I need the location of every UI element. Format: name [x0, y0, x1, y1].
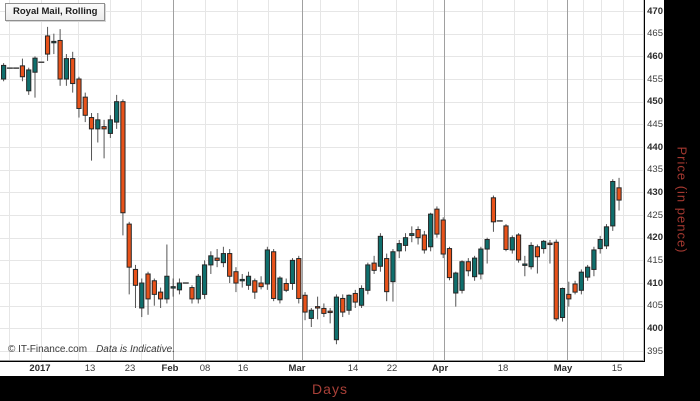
time-tick-label: May [553, 363, 573, 374]
time-tick-label: Apr [431, 363, 449, 374]
price-tick-label: 400 [647, 322, 663, 334]
time-axis[interactable]: 2017 13 23 Feb 08 16 Mar 14 22 Apr 18 May 15 [0, 362, 664, 376]
price-tick-label: 395 [647, 345, 663, 357]
time-tick-label: 23 [124, 363, 136, 374]
price-tick-label: 430 [647, 186, 663, 198]
price-tick-label: 420 [647, 232, 663, 244]
price-tick-label: 410 [647, 277, 663, 289]
price-axis[interactable]: 470 465 460 455 450 445 440 435 430 425 420 415 410 4… [645, 0, 664, 376]
price-tick-label: 435 [647, 164, 663, 176]
price-tick-label: 445 [647, 118, 663, 130]
indicative-note: Data is Indicative. [96, 344, 175, 355]
time-axis-title: Days [312, 380, 348, 397]
price-tick-label: 405 [647, 300, 663, 312]
time-tick-label: 22 [386, 363, 398, 374]
price-axis-title-band: Price (in pence) [664, 0, 700, 401]
price-tick-label: 470 [647, 5, 663, 17]
price-tick-label: 440 [647, 141, 663, 153]
price-tick-label: 465 [647, 28, 663, 40]
time-tick-label: 15 [611, 363, 623, 374]
time-tick-label: Feb [161, 363, 179, 374]
candlestick-chart [0, 0, 643, 360]
instrument-title-box[interactable]: Royal Mail, Rolling [5, 3, 106, 21]
time-tick-label: 08 [199, 363, 211, 374]
price-tick-label: 460 [647, 50, 663, 62]
price-axis-title: Price (in pence) [674, 146, 690, 254]
time-tick-label: Mar [288, 363, 306, 374]
price-tick-label: 450 [647, 96, 663, 108]
copyright-text: © IT-Finance.com [8, 344, 88, 355]
instrument-title: Royal Mail, Rolling [13, 6, 98, 17]
price-tick-label: 415 [647, 254, 663, 266]
time-tick-label: 2017 [29, 363, 51, 374]
time-tick-label: 13 [84, 363, 96, 374]
price-tick-label: 455 [647, 73, 663, 85]
time-axis-title-band: Days [0, 376, 664, 401]
chart-plot-area[interactable]: Royal Mail, Rolling © IT-Finance.com Data… [0, 0, 644, 361]
time-tick-label: 14 [347, 363, 359, 374]
watermark: © IT-Finance.com Data is Indicative. [8, 344, 175, 355]
price-tick-label: 425 [647, 209, 663, 221]
time-tick-label: 16 [237, 363, 249, 374]
time-tick-label: 18 [497, 363, 509, 374]
